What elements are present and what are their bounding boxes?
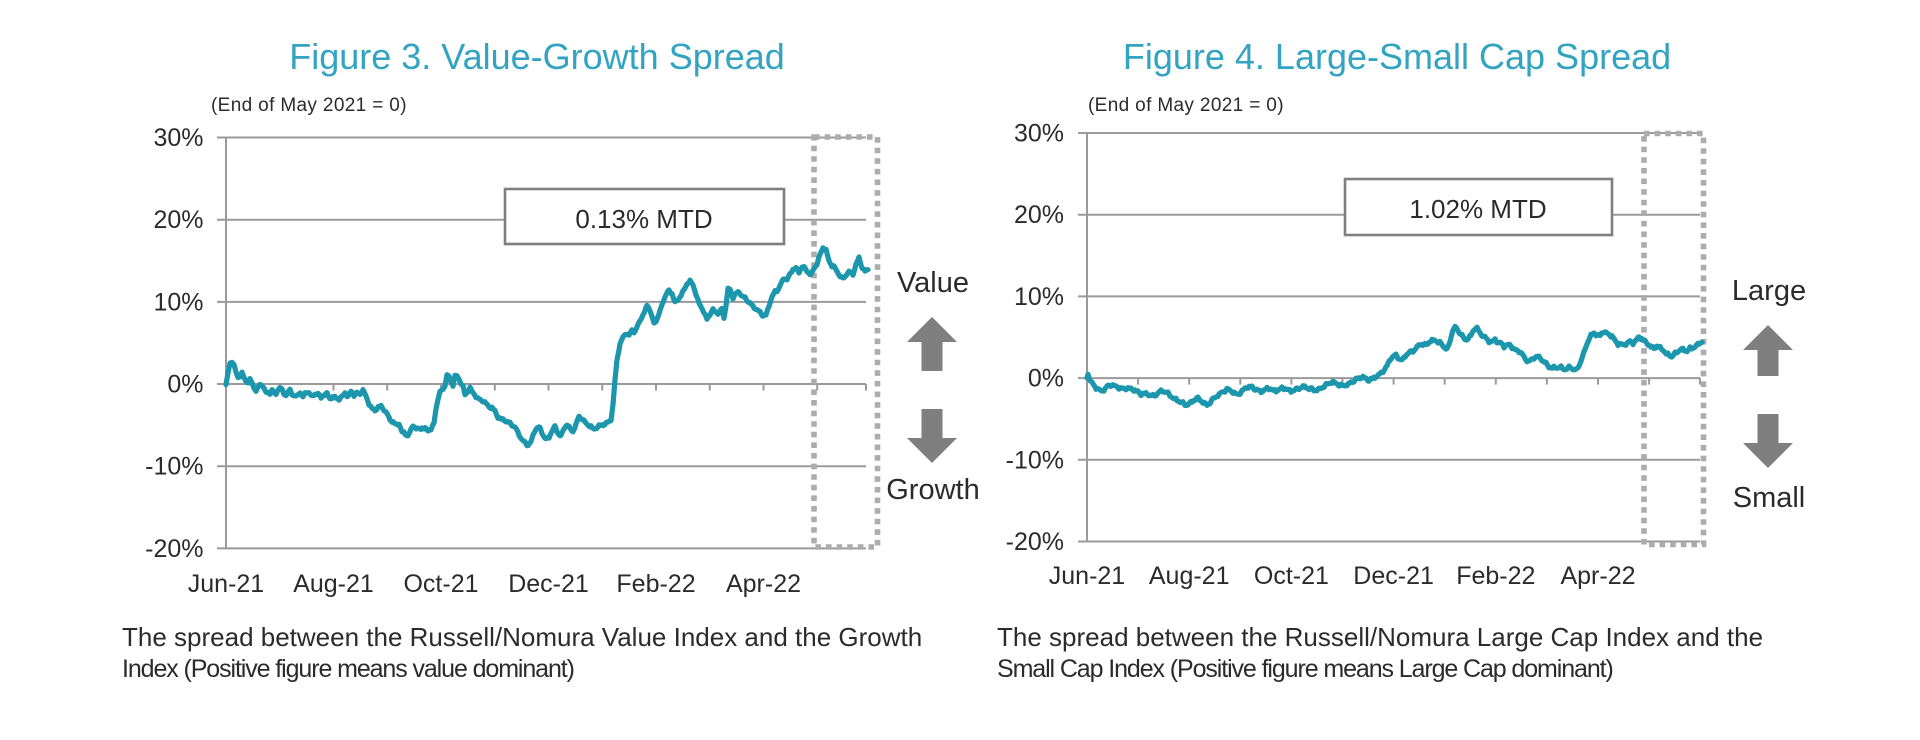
svg-text:-10%: -10% [1006,446,1064,474]
svg-text:(End of May 2021 = 0): (End of May 2021 = 0) [211,95,407,116]
svg-text:Aug-21: Aug-21 [293,570,374,598]
svg-text:Jun-21: Jun-21 [188,570,264,598]
svg-text:0.13% MTD: 0.13% MTD [575,204,712,234]
svg-text:30%: 30% [153,124,203,152]
svg-text:Apr-22: Apr-22 [726,570,801,598]
svg-text:Feb-22: Feb-22 [616,570,695,598]
svg-text:Aug-21: Aug-21 [1149,562,1230,590]
svg-text:Small: Small [1733,482,1806,514]
svg-text:Small Cap Index (Positive figu: Small Cap Index (Positive figure means L… [997,655,1613,683]
svg-text:The spread between the Russell: The spread between the Russell/Nomura Va… [122,622,922,652]
svg-text:10%: 10% [153,288,203,316]
svg-text:The spread between the Russell: The spread between the Russell/Nomura La… [997,622,1763,652]
svg-text:Feb-22: Feb-22 [1456,562,1535,590]
svg-text:Index (Positive figure means v: Index (Positive figure means value domin… [122,655,574,683]
svg-text:1.02% MTD: 1.02% MTD [1409,194,1546,224]
svg-text:Oct-21: Oct-21 [403,570,478,598]
svg-text:Dec-21: Dec-21 [1353,562,1434,590]
svg-text:Growth: Growth [886,474,979,506]
svg-text:-20%: -20% [1006,528,1064,556]
svg-text:Figure 3. Value-Growth Spread: Figure 3. Value-Growth Spread [289,36,785,77]
svg-text:-10%: -10% [145,453,203,481]
svg-text:Apr-22: Apr-22 [1560,562,1635,590]
svg-text:Jun-21: Jun-21 [1049,562,1125,590]
svg-text:10%: 10% [1014,283,1064,311]
svg-text:30%: 30% [1014,120,1064,148]
svg-text:Oct-21: Oct-21 [1254,562,1329,590]
svg-text:20%: 20% [1014,201,1064,229]
svg-text:-20%: -20% [145,535,203,563]
svg-text:Dec-21: Dec-21 [508,570,589,598]
svg-text:Value: Value [897,267,969,299]
svg-text:Figure 4. Large-Small Cap Spre: Figure 4. Large-Small Cap Spread [1123,36,1671,77]
svg-text:(End of May 2021 = 0): (End of May 2021 = 0) [1088,95,1284,116]
svg-text:0%: 0% [1028,365,1064,393]
svg-text:Large: Large [1732,275,1806,307]
svg-text:20%: 20% [153,206,203,234]
svg-text:0%: 0% [167,371,203,399]
